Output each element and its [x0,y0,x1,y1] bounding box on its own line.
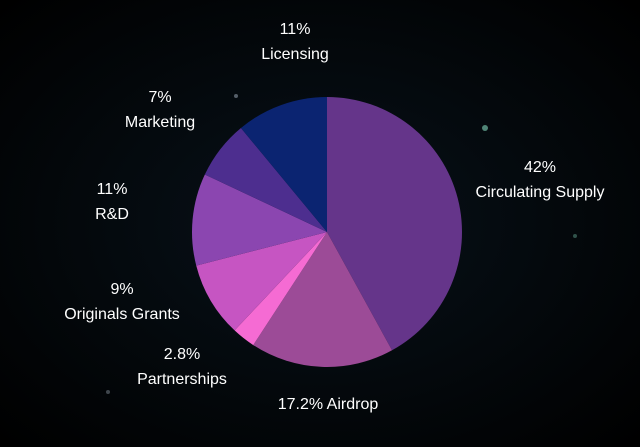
star [482,125,488,131]
pie-slice [234,232,327,346]
pie-slice [253,232,393,367]
pie-slice [196,232,327,331]
pie-slice [192,174,327,266]
value-label: 11% [280,21,311,38]
star [106,390,110,394]
star [573,234,577,238]
category-label: R&D [95,206,129,223]
category-label: Licensing [261,46,329,63]
category-label: Circulating Supply [476,184,605,201]
pie-slice [204,127,327,232]
value-label: 17.2% [278,396,323,413]
value-label: 9% [110,281,133,298]
pie-slice [327,97,462,351]
slice-label: 17.2% Airdrop [278,396,379,413]
category-label: Partnerships [137,371,227,388]
category-label: Airdrop [327,396,379,413]
value-label: 2.8% [164,346,200,363]
value-label: 42% [524,159,556,176]
value-label: 7% [148,89,171,106]
category-label: Originals Grants [64,306,180,323]
star [234,94,238,98]
pie [192,97,462,367]
value-label: 11% [97,181,128,198]
pie-slice [240,97,327,232]
labels: 42% Circulating Supply 17.2% Airdrop 2.8% Pa… [64,21,604,413]
category-label: Marketing [125,114,195,131]
